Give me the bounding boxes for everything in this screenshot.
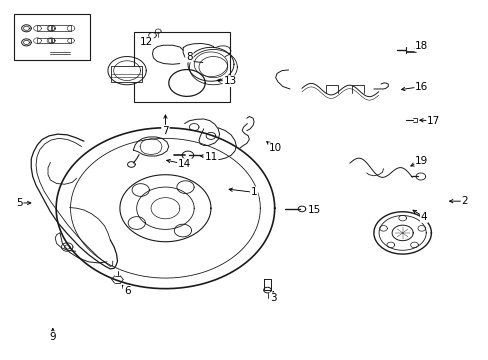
Text: 9: 9 — [49, 332, 56, 342]
Text: 15: 15 — [307, 205, 320, 215]
Text: 7: 7 — [162, 126, 168, 136]
Text: 14: 14 — [178, 159, 191, 169]
Bar — [52, 26, 71, 31]
Text: 11: 11 — [204, 152, 217, 162]
Text: 8: 8 — [186, 51, 192, 62]
Text: 13: 13 — [223, 76, 236, 86]
Text: 10: 10 — [268, 143, 282, 153]
Bar — [111, 66, 142, 82]
Text: 6: 6 — [123, 286, 130, 296]
Text: 1: 1 — [250, 187, 257, 197]
Bar — [38, 26, 51, 31]
Bar — [52, 38, 71, 43]
Text: 5: 5 — [16, 198, 22, 208]
Bar — [134, 32, 230, 102]
Bar — [14, 14, 90, 60]
Text: 18: 18 — [414, 41, 427, 51]
Text: 4: 4 — [420, 212, 427, 222]
Text: 12: 12 — [140, 37, 153, 48]
Text: 17: 17 — [427, 116, 440, 126]
Bar — [38, 38, 51, 44]
Text: 2: 2 — [461, 196, 468, 206]
Text: 19: 19 — [414, 156, 427, 166]
Text: 3: 3 — [269, 293, 276, 303]
Text: 16: 16 — [414, 81, 427, 91]
